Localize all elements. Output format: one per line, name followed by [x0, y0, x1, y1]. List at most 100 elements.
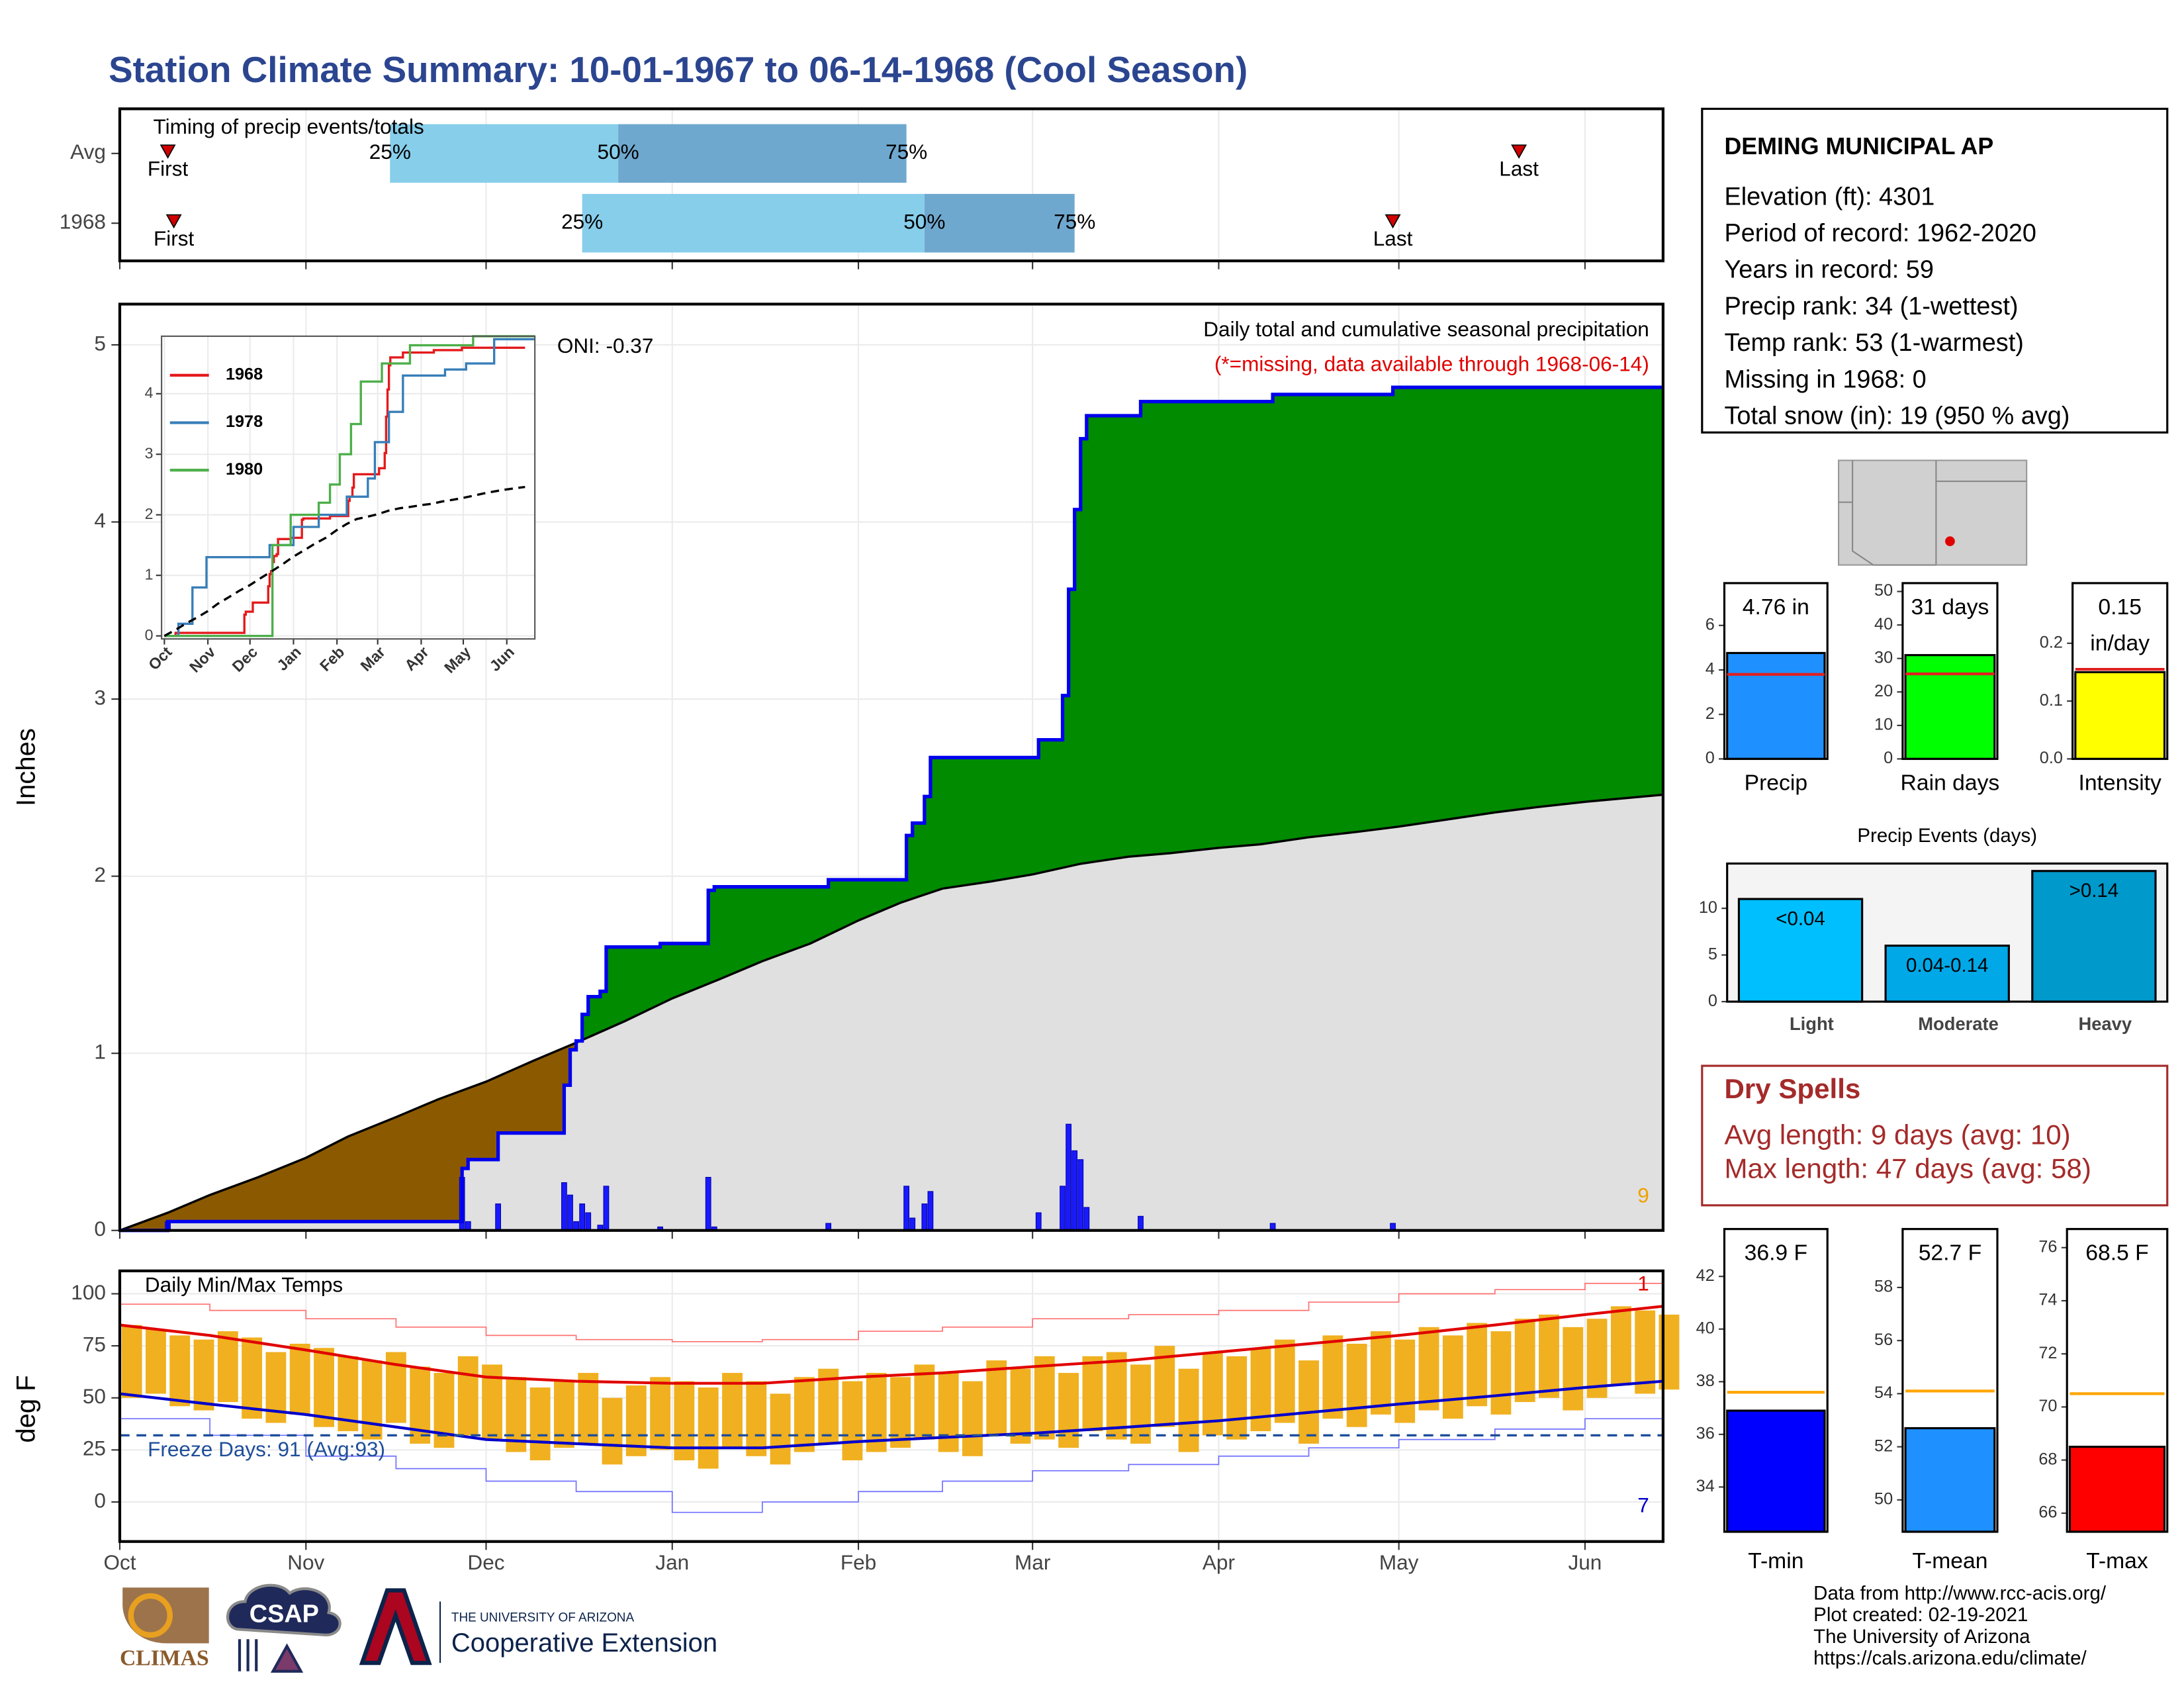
daily-precip-bar	[579, 1203, 586, 1231]
value-label: 0.15 in/day	[2090, 595, 2150, 656]
quartile-bar	[618, 124, 907, 183]
temp-range-bar	[1322, 1335, 1343, 1419]
y-tick-label: 0	[1884, 749, 1893, 767]
record-high-line	[119, 1281, 1664, 1342]
panel-title: Daily Min/Max Temps	[145, 1272, 343, 1296]
legend-label: 1968	[226, 365, 263, 384]
daily-precip-bar	[561, 1182, 567, 1231]
daily-precip-bar	[567, 1194, 573, 1231]
y-tick-label: 40	[1696, 1319, 1715, 1337]
credit-line: The University of Arizona	[1813, 1626, 2030, 1648]
record-high-count: 1	[1637, 1271, 1649, 1295]
x-tick-label: Nov	[287, 1550, 324, 1574]
daily-precip-bar	[603, 1186, 610, 1231]
panel-border	[1723, 582, 1829, 761]
map-borders	[1839, 460, 2027, 566]
temp-range-bar	[1058, 1372, 1079, 1448]
station-info: Missing in 1968: 0	[1724, 365, 1926, 393]
y-tick-label: 100	[71, 1280, 106, 1304]
value-label: 0.04-0.14	[1906, 955, 1988, 976]
category-label: Heavy	[2078, 1013, 2132, 1034]
station-info: Temp rank: 53 (1-warmest)	[1724, 329, 2023, 357]
quartile-bar	[924, 193, 1075, 253]
temp-range-bar	[193, 1339, 214, 1411]
x-tick-label: Jun	[1568, 1550, 1602, 1574]
y-tick-label: 2	[94, 863, 106, 886]
average-line	[119, 793, 1664, 1232]
inset-border	[161, 335, 536, 640]
temp-range-bar	[314, 1348, 334, 1427]
quartile-bar	[390, 124, 619, 183]
row-label: 1968	[60, 210, 106, 234]
y-tick-label: 50	[83, 1384, 106, 1408]
y-tick-label: 0	[1706, 749, 1715, 767]
y-tick-label: 0	[1708, 992, 1717, 1010]
y-tick-label: 30	[1874, 648, 1893, 667]
event-marker	[165, 214, 182, 229]
temp-range-bar	[986, 1360, 1007, 1436]
y-axis-label: deg F	[12, 1375, 41, 1442]
annotation: Freeze Days: 91 (Avg:93)	[148, 1437, 385, 1461]
category-label: T-min	[1748, 1549, 1803, 1573]
temp-range-bar	[361, 1360, 383, 1440]
temp-range-bar	[1226, 1356, 1248, 1440]
category-label: Light	[1790, 1013, 1834, 1034]
csap-graphic	[238, 1639, 304, 1673]
daily-precip-bar	[585, 1212, 592, 1231]
x-tick-label: Dec	[467, 1550, 504, 1574]
daily-precip-bar	[495, 1203, 502, 1231]
arizona-logo	[359, 1588, 432, 1665]
temp-range-bar	[818, 1368, 839, 1444]
y-tick-label: 58	[1874, 1278, 1893, 1296]
temp-range-bar	[1010, 1368, 1031, 1444]
daily-precip-bar	[903, 1186, 910, 1231]
chart-title: Precip Events (days)	[1857, 825, 2037, 847]
daily-precip-bar	[1071, 1150, 1078, 1231]
logo-text: Cooperative Extension	[451, 1628, 717, 1658]
y-tick-label: 36	[1696, 1424, 1715, 1442]
panel-border	[1901, 582, 1999, 761]
x-tick-label: Jan	[655, 1550, 689, 1574]
bar	[2068, 1446, 2166, 1533]
y-tick-label: 1	[94, 1040, 106, 1064]
temp-range-bar	[1298, 1360, 1319, 1444]
logo-text: CLIMAS	[120, 1646, 209, 1671]
climas-logo	[122, 1587, 209, 1644]
temp-range-bar	[962, 1381, 983, 1456]
panel-border	[1723, 1228, 1829, 1533]
value-label: 36.9 F	[1745, 1241, 1807, 1265]
quartile-label: 25%	[561, 210, 603, 234]
quartile-label: 75%	[1054, 210, 1095, 234]
event-label: First	[154, 226, 195, 250]
bar	[2074, 671, 2166, 761]
y-tick-label: 40	[1874, 615, 1893, 633]
quartile-label: 50%	[903, 210, 945, 234]
y-tick-label: 5	[94, 331, 106, 355]
daily-precip-bar	[1060, 1186, 1066, 1231]
x-tick-label: Oct	[103, 1550, 136, 1574]
category-label: Intensity	[2078, 771, 2161, 795]
x-tick-label: Apr	[1203, 1550, 1235, 1574]
bar	[1726, 1409, 1826, 1533]
temp-range-bar	[1563, 1327, 1584, 1411]
temp-range-bar	[1539, 1314, 1559, 1398]
bar	[1884, 944, 2010, 1003]
chart-title: Daily total and cumulative seasonal prec…	[1203, 317, 1649, 341]
panel-border	[1726, 862, 2169, 1003]
temp-range-bar	[217, 1331, 238, 1403]
temp-range-bar	[650, 1377, 671, 1450]
station-info: Years in record: 59	[1724, 256, 1933, 284]
legend-label: 1978	[226, 412, 263, 431]
y-tick-label: 6	[1706, 615, 1715, 633]
y-tick-label: 3	[94, 685, 106, 709]
y-tick-label: 74	[2038, 1291, 2057, 1309]
x-tick-label: Feb	[841, 1550, 876, 1574]
normal-high-line	[119, 1305, 1664, 1385]
corner-label: 9	[1637, 1184, 1649, 1207]
category-label: T-max	[2086, 1549, 2148, 1573]
temp-range-bar	[121, 1325, 142, 1398]
panel-border	[1901, 1228, 1999, 1533]
chart-subtitle: (*=missing, data available through 1968-…	[1214, 352, 1649, 375]
temp-range-bar	[914, 1364, 935, 1440]
